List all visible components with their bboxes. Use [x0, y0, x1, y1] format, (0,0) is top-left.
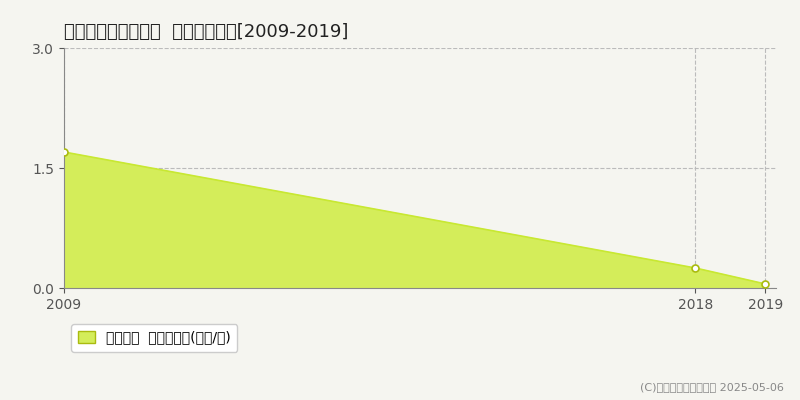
Point	[759, 281, 772, 287]
Point	[58, 149, 70, 155]
Point	[689, 265, 702, 271]
Text: 久慈郡大子町下野宮  土地価格推移[2009-2019]: 久慈郡大子町下野宮 土地価格推移[2009-2019]	[64, 23, 348, 41]
Legend: 土地価格  平均坪単価(万円/坪): 土地価格 平均坪単価(万円/坪)	[71, 324, 238, 352]
Text: (C)土地価格ドットコム 2025-05-06: (C)土地価格ドットコム 2025-05-06	[640, 382, 784, 392]
